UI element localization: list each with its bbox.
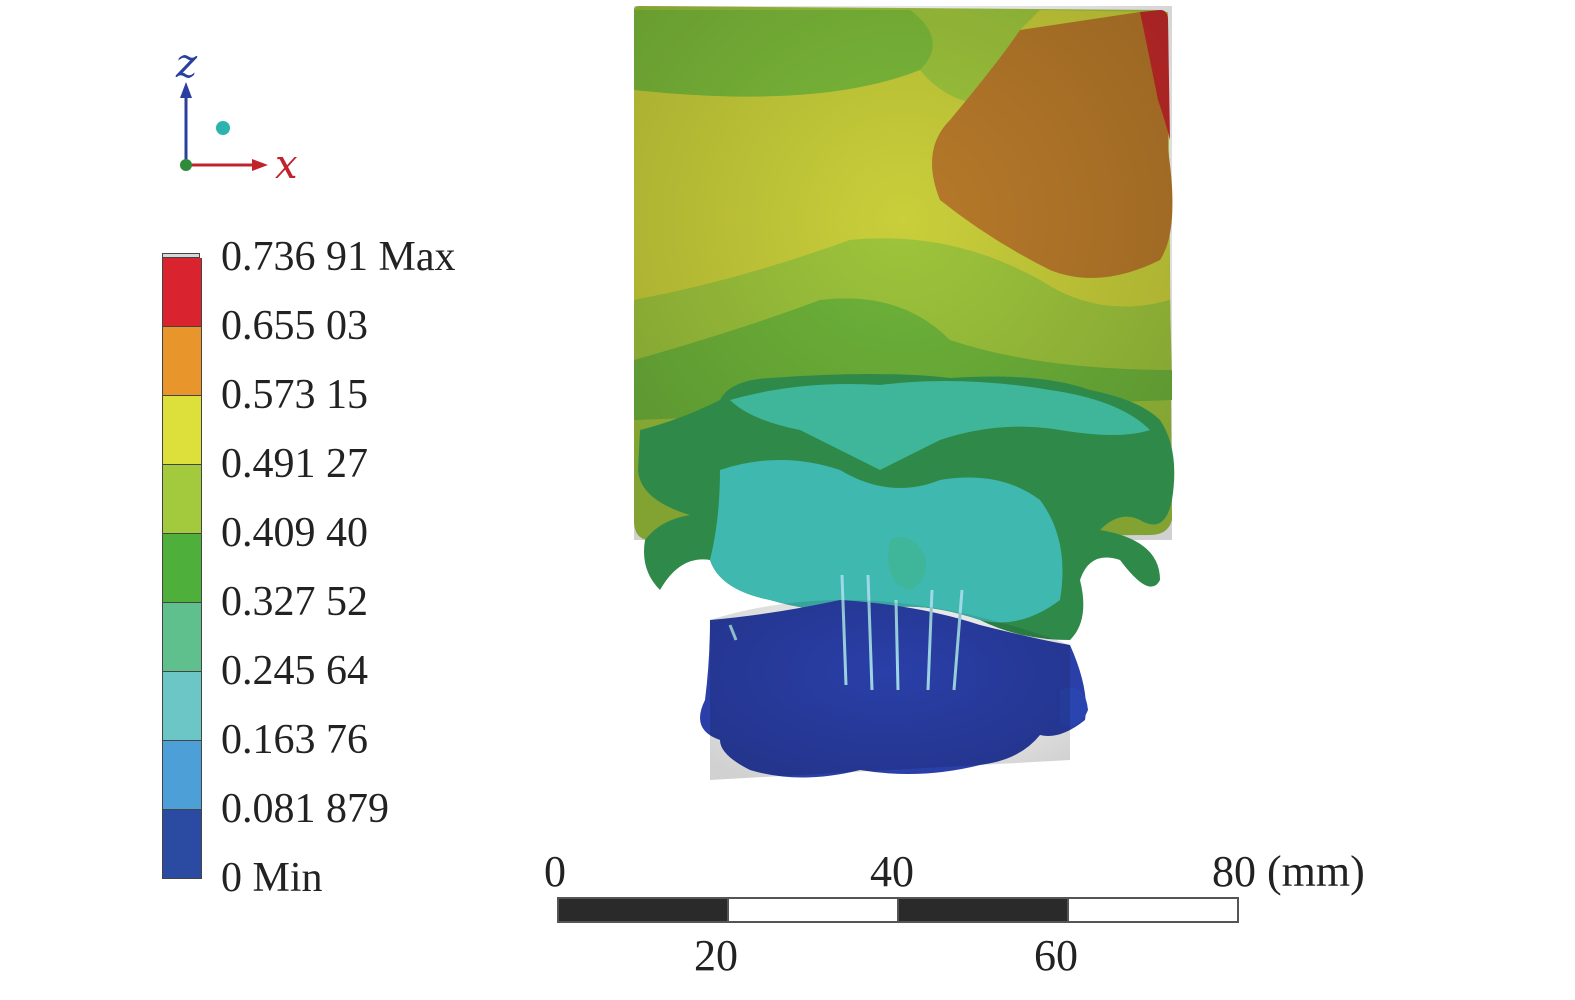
legend-swatch [162,672,202,741]
axis-triad: z x [150,40,320,190]
scale-segment [727,897,899,923]
y-axis-dot [216,121,230,135]
legend-label: 0.245 64 [221,648,368,694]
legend-label: 0.409 40 [221,510,368,556]
legend-swatch [162,810,202,879]
scale-bar-graphic [557,897,1239,923]
legend-swatch [162,465,202,534]
scale-bar: 0 40 80 (mm) 20 60 [544,840,1416,990]
scale-label-20: 20 [694,931,738,980]
vertebra [638,374,1175,780]
legend-color-bar [162,253,202,883]
model-render [634,6,1175,780]
finite-element-model [620,0,1200,800]
legend-label-max: 0.736 91 Max [221,234,456,280]
z-axis-arrow [180,82,192,98]
legend-swatch [162,327,202,396]
scale-label-60: 60 [1034,931,1078,980]
axis-triad-graphic [180,82,268,171]
axis-origin-dot [180,159,192,171]
scale-segment [1067,897,1239,923]
z-axis-label: z [176,41,198,87]
legend-label: 0.081 879 [221,786,389,832]
legend-cap [162,253,200,258]
legend-label-min: 0 Min [221,855,323,901]
legend-label: 0.163 76 [221,717,368,763]
legend-swatch [162,258,202,327]
scale-segment [897,897,1069,923]
scale-label-0: 0 [544,847,566,896]
scale-segment [557,897,729,923]
legend-label: 0.327 52 [221,579,368,625]
legend-label: 0.491 27 [221,441,368,487]
x-axis-arrow [252,159,268,171]
legend-label: 0.573 15 [221,372,368,418]
x-axis-label: x [275,142,298,188]
legend-swatch [162,603,202,672]
scale-label-40: 40 [870,847,914,896]
legend-swatch [162,534,202,603]
legend-swatch [162,396,202,465]
scale-label-80: 80 (mm) [1212,847,1365,896]
legend-label: 0.655 03 [221,303,368,349]
legend-swatch [162,741,202,810]
